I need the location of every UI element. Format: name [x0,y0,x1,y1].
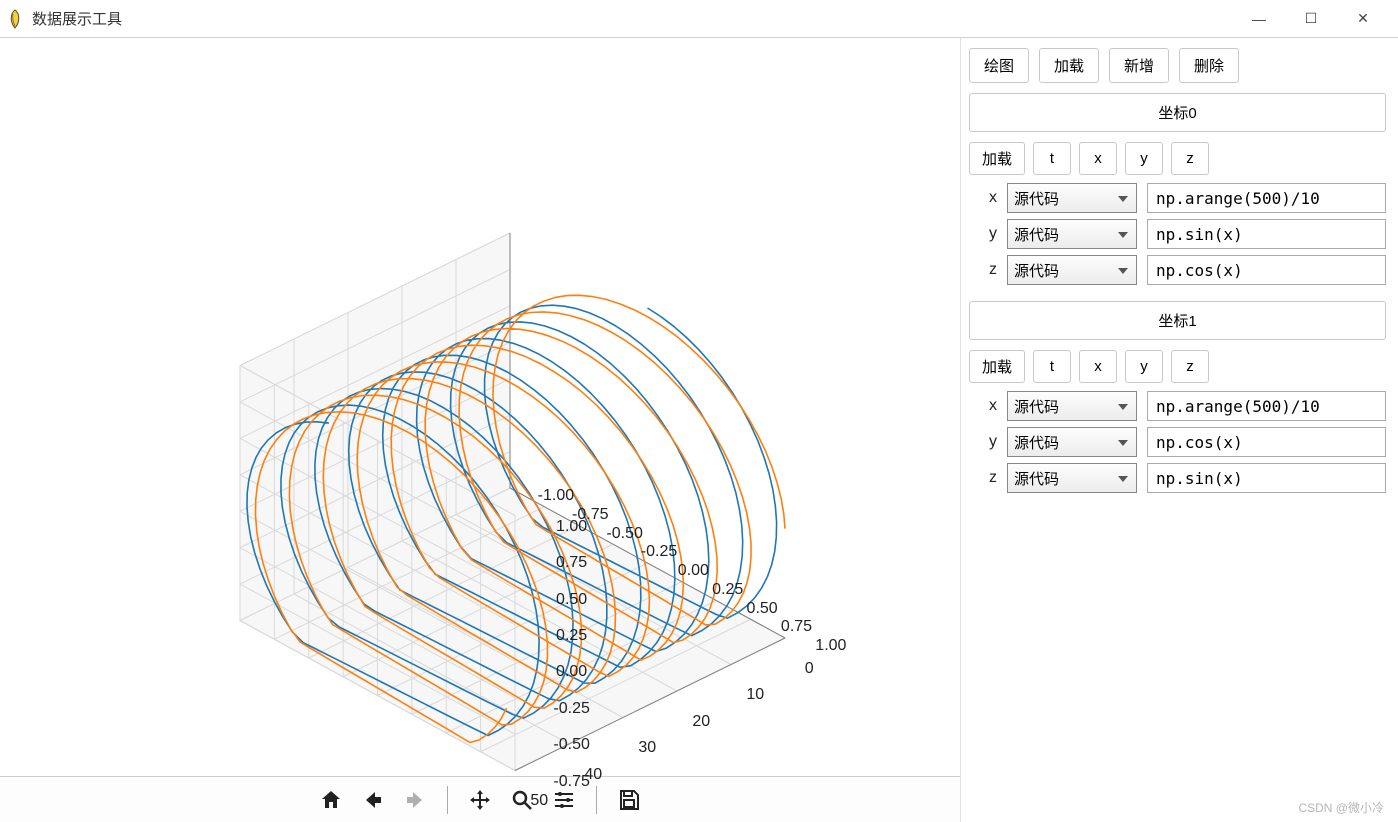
plot-panel: 01020304050-1.00-0.75-0.50-0.250.000.250… [0,38,960,822]
section-0-btn-y[interactable]: y [1125,142,1163,175]
axis-row-1-x: x 源代码 [969,391,1386,421]
window-title: 数据展示工具 [32,8,1236,29]
content-area: 01020304050-1.00-0.75-0.50-0.250.000.250… [0,38,1398,822]
section-1-btn-t[interactable]: t [1033,350,1071,383]
plot-area[interactable]: 01020304050-1.00-0.75-0.50-0.250.000.250… [0,38,960,776]
toolbar-separator [447,786,448,814]
tick-label: 0.50 [747,600,778,618]
section-buttons-1: 加载txyz [969,350,1386,383]
tick-label: 10 [746,686,764,704]
pan-icon[interactable] [464,784,496,816]
tick-label: -0.50 [553,736,589,754]
expression-input[interactable] [1147,219,1386,249]
expression-input[interactable] [1147,391,1386,421]
axis-row-1-y: y 源代码 [969,427,1386,457]
tick-label: 1.00 [556,518,587,536]
tick-label: 0.75 [556,554,587,572]
tick-label: 50 [530,792,548,810]
tick-label: 0.50 [556,591,587,609]
app-window: 数据展示工具 — ☐ ✕ 01020304050-1.00-0.75-0.50-… [0,0,1398,822]
titlebar: 数据展示工具 — ☐ ✕ [0,0,1398,38]
tick-label: -0.75 [553,773,589,791]
axis-label: z [969,261,997,279]
delete-button[interactable]: 删除 [1179,48,1239,83]
add-button[interactable]: 新增 [1109,48,1169,83]
tick-label: 0.75 [781,618,812,636]
back-icon[interactable] [357,784,389,816]
matplotlib-toolbar [0,776,960,822]
expression-input[interactable] [1147,183,1386,213]
forward-icon[interactable] [399,784,431,816]
axis-label: x [969,189,997,207]
axis-label: y [969,433,997,451]
tick-label: 0 [805,660,814,678]
plot-button[interactable]: 绘图 [969,48,1029,83]
axis-label: x [969,397,997,415]
section-0-btn-load[interactable]: 加载 [969,142,1025,175]
load-button[interactable]: 加载 [1039,48,1099,83]
section-0-btn-t[interactable]: t [1033,142,1071,175]
axis-label: y [969,225,997,243]
tick-label: -0.25 [553,700,589,718]
axis-row-0-z: z 源代码 [969,255,1386,285]
tick-label: 0.25 [556,627,587,645]
tick-label: 0.00 [556,663,587,681]
expression-input[interactable] [1147,427,1386,457]
source-combo[interactable]: 源代码 [1007,391,1137,421]
tick-label: 1.00 [815,637,846,655]
axis-row-0-y: y 源代码 [969,219,1386,249]
tick-label: 0.00 [678,562,709,580]
tick-label: -1.00 [538,487,574,505]
source-combo[interactable]: 源代码 [1007,183,1137,213]
tick-label: 20 [692,713,710,731]
watermark: CSDN @微小冷 [1298,799,1384,816]
home-icon[interactable] [315,784,347,816]
expression-input[interactable] [1147,463,1386,493]
side-panel: 绘图 加载 新增 删除 坐标0加载txyzx源代码y源代码z源代码坐标1加载tx… [960,38,1398,822]
section-header-0[interactable]: 坐标0 [969,93,1386,132]
axis-label: z [969,469,997,487]
section-header-1[interactable]: 坐标1 [969,301,1386,340]
section-1-btn-y[interactable]: y [1125,350,1163,383]
expression-input[interactable] [1147,255,1386,285]
plot-3d-canvas [0,38,960,776]
tick-label: 0.25 [712,581,743,599]
main-button-row: 绘图 加载 新增 删除 [969,48,1386,83]
section-0-btn-z[interactable]: z [1171,142,1209,175]
tick-label: -0.50 [606,525,642,543]
source-combo[interactable]: 源代码 [1007,219,1137,249]
close-button[interactable]: ✕ [1340,4,1386,34]
section-1-btn-x[interactable]: x [1079,350,1117,383]
minimize-button[interactable]: — [1236,4,1282,34]
toolbar-separator [596,786,597,814]
section-1-btn-z[interactable]: z [1171,350,1209,383]
section-0-btn-x[interactable]: x [1079,142,1117,175]
save-icon[interactable] [613,784,645,816]
maximize-button[interactable]: ☐ [1288,4,1334,34]
source-combo[interactable]: 源代码 [1007,463,1137,493]
tick-label: -0.25 [641,543,677,561]
axis-row-1-z: z 源代码 [969,463,1386,493]
source-combo[interactable]: 源代码 [1007,427,1137,457]
app-icon [8,7,24,31]
section-buttons-0: 加载txyz [969,142,1386,175]
window-controls: — ☐ ✕ [1236,4,1386,34]
axis-row-0-x: x 源代码 [969,183,1386,213]
tick-label: 30 [638,739,656,757]
source-combo[interactable]: 源代码 [1007,255,1137,285]
section-1-btn-load[interactable]: 加载 [969,350,1025,383]
